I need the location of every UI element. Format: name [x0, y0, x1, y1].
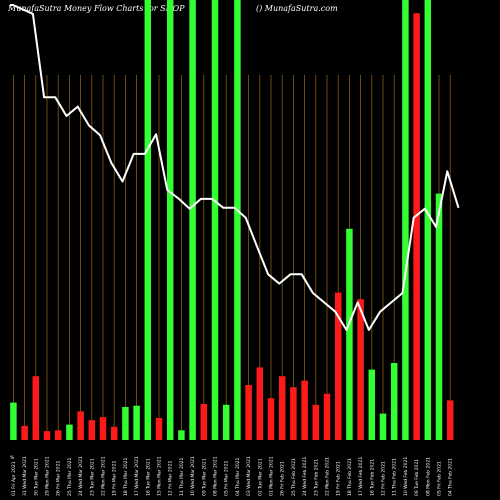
x-tick-label: 01 Fri Apr 2021 [11, 461, 17, 496]
x-tick-label: 19 Fri Mar 2021 [112, 461, 118, 496]
x-tick-label: 30 Tue Mar 2021 [33, 458, 39, 496]
bar-down [301, 380, 308, 440]
bar-up [189, 0, 196, 440]
x-tick-label: 08 Mon Feb 2021 [425, 457, 431, 496]
bar-down [21, 425, 28, 440]
money-flow-line [10, 4, 460, 331]
bar-up [222, 404, 230, 440]
x-tick-label: 26 Fri Mar 2021 [56, 461, 62, 496]
x-tick-label: 25 Thu Feb 2021 [291, 458, 297, 496]
x-tick-label: 17 Wed Mar 2021 [134, 456, 140, 496]
bars [10, 0, 454, 440]
chart-title: MunafaSutra Money Flow Charts for SHOP [8, 4, 185, 13]
gridlines [12, 75, 451, 440]
x-tick-label: 16 Tue Feb 2021 [369, 459, 375, 496]
bar-down [357, 299, 364, 440]
bar-down [446, 400, 454, 440]
x-tick-label: 05 Fri Mar 2021 [224, 461, 230, 496]
site-watermark: () MunafaSutra.com [256, 4, 338, 13]
bar-down [88, 420, 96, 440]
x-tick-label: 17 Wed Feb 2021 [358, 457, 364, 496]
bar-down [290, 387, 297, 440]
bar-down [200, 403, 208, 440]
bar-down [245, 385, 252, 440]
x-tick-label: 22 Mon Feb 2021 [325, 457, 331, 496]
bar-down [32, 376, 40, 440]
x-tick-label: 23 Tue Mar 2021 [89, 458, 95, 496]
x-tick-label: 04 Thu Feb 2021 [448, 458, 454, 496]
x-tick-label: 31 Wed Mar 2021 [22, 456, 28, 496]
bar-up [379, 413, 387, 440]
bar-up [424, 0, 432, 440]
bar-down [334, 292, 342, 440]
bar-down [110, 426, 118, 440]
x-tick-label: 15 Mon Mar 2021 [157, 456, 163, 496]
x-tick-label: 12 Fri Feb 2021 [381, 461, 387, 496]
x-tick-label: 18 Thu Feb 2021 [347, 458, 353, 496]
x-tick-label: 10 Wed Mar 2021 [190, 456, 196, 496]
bar-up [10, 402, 17, 440]
x-tick-label: 24 Wed Feb 2021 [302, 457, 308, 496]
bar-down [77, 411, 84, 440]
bar-down [43, 431, 51, 440]
bar-down [267, 398, 275, 440]
x-tick-label: 25 Thu Mar 2021 [67, 457, 73, 496]
bar-up [144, 0, 152, 440]
x-tick-label: 09 Tue Feb 2021 [414, 459, 420, 496]
x-tick-label: 01 Mon Mar 2021 [269, 456, 275, 496]
bar-down [312, 404, 320, 440]
bar-down [155, 418, 163, 440]
x-tick-label: 09 Tue Mar 2021 [201, 458, 207, 496]
bar-down [278, 376, 286, 440]
bar-up [166, 0, 174, 440]
bar-up [211, 0, 219, 440]
bar-up [122, 407, 129, 440]
bar-up [346, 228, 353, 440]
bar-up [133, 405, 140, 440]
x-tick-label: 04 Thu Mar 2021 [235, 457, 241, 496]
bar-up [368, 369, 376, 440]
bar-down [99, 417, 107, 440]
x-tick-label: 26 Fri Feb 2021 [280, 461, 286, 496]
x-tick-label: 19 Fri Feb 2021 [336, 461, 342, 496]
bar-up [402, 0, 409, 440]
bar-up [178, 430, 185, 440]
bar-down [54, 430, 62, 440]
x-tick-label: 10 Wed Feb 2021 [403, 457, 409, 496]
x-tick-label: 11 Thu Mar 2021 [179, 457, 185, 496]
bar-up [390, 363, 398, 440]
bar-up [234, 0, 241, 440]
x-tick-label: 16 Tue Mar 2021 [145, 458, 151, 496]
x-tick-label: 05 Fri Feb 2021 [437, 461, 443, 496]
x-tick-label: 18 Thu Mar 2021 [123, 457, 129, 496]
bar-down [413, 13, 420, 440]
x-tick-label: 12 Fri Mar 2021 [168, 461, 174, 496]
bar-up [66, 424, 73, 440]
x-axis-prefix: % [10, 455, 15, 461]
x-tick-labels: 01 Fri Apr 2021 31 Wed Mar 2021 30 Tue Mar… [11, 456, 454, 496]
x-tick-label: 29 Mon Mar 2021 [45, 456, 51, 496]
x-tick-label: 08 Mon Mar 2021 [213, 456, 219, 496]
x-tick-label: 11 Thu Feb 2021 [392, 458, 398, 496]
bar-down [256, 367, 264, 440]
x-tick-label: 02 Tue Mar 2021 [257, 458, 263, 496]
bar-up [435, 193, 443, 440]
x-tick-label: 23 Tue Feb 2021 [313, 459, 319, 496]
x-tick-label: 22 Mon Mar 2021 [101, 456, 107, 496]
x-tick-label: 03 Wed Mar 2021 [246, 456, 252, 496]
x-tick-label: 24 Wed Mar 2021 [78, 456, 84, 496]
bar-down [323, 393, 331, 440]
